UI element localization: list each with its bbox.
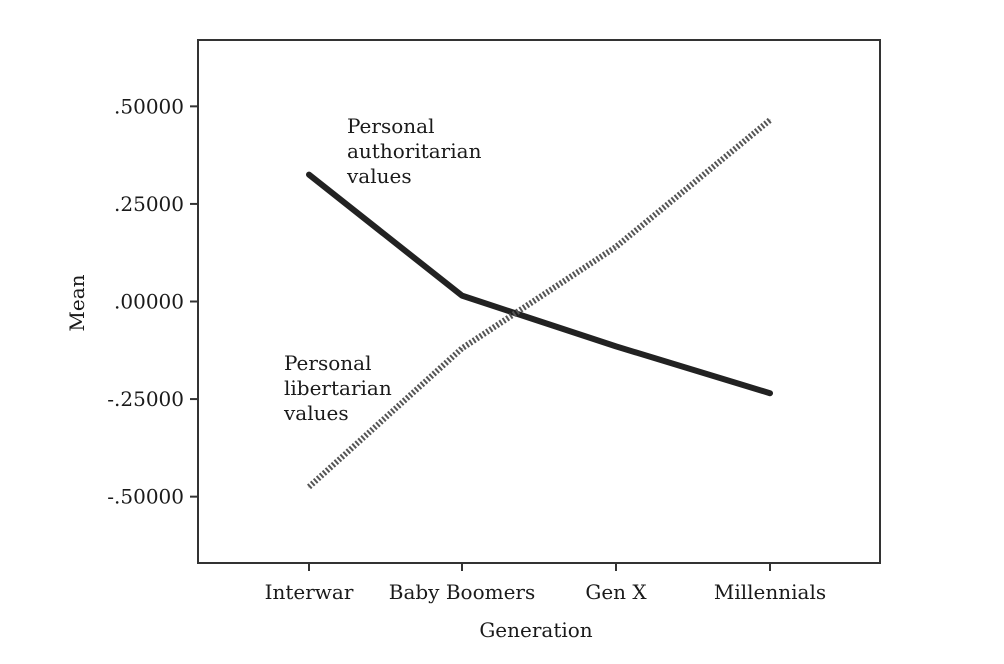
series-point (308, 174, 310, 176)
libertarian-label: libertarian (284, 376, 392, 400)
series-point (769, 392, 771, 394)
series-point (461, 295, 463, 297)
y-tick-label: .00000 (114, 290, 184, 314)
authoritarian-label: authoritarian (347, 139, 482, 163)
y-tick-label: -.50000 (107, 485, 184, 509)
series-lines (306, 117, 773, 490)
y-tick-label: -.25000 (107, 387, 184, 411)
authoritarian-label: Personal (347, 114, 434, 138)
y-axis-title: Mean (65, 274, 89, 331)
plot-frame (197, 39, 881, 564)
x-tick-label: Gen X (585, 580, 647, 604)
series-point (769, 119, 771, 121)
series-point (615, 345, 617, 347)
x-tick-label: Baby Boomers (389, 580, 535, 604)
libertarian-label: Personal (284, 351, 371, 375)
x-tick-label: Millennials (714, 580, 826, 604)
series-point (308, 486, 310, 488)
y-axis: .50000 .25000 .00000 -.25000 -.50000 (107, 94, 198, 509)
x-tick-label: Interwar (265, 580, 354, 604)
y-tick-label: .25000 (114, 192, 184, 216)
authoritarian-label: values (346, 164, 412, 188)
series-point (615, 246, 617, 248)
series-annotations: PersonalauthoritarianvaluesPersonalliber… (283, 114, 482, 425)
libertarian-label: values (283, 401, 349, 425)
x-axis-title: Generation (479, 618, 592, 642)
series-point (461, 347, 463, 349)
x-axis: Interwar Baby Boomers Gen X Millennials (265, 563, 826, 604)
y-tick-label: .50000 (114, 94, 184, 118)
authoritarian-series-line (306, 171, 773, 397)
